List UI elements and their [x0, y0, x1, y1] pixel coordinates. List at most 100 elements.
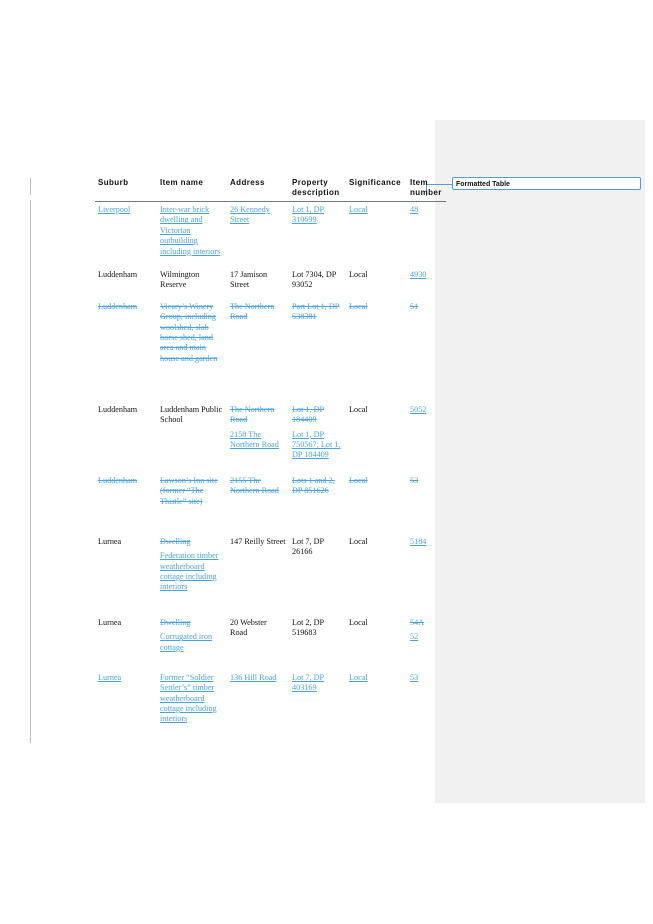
table-row: Luddenham Lawson’s Inn site (former “The … [95, 473, 446, 534]
inserted-text: Lurnea [98, 672, 122, 682]
table-row: Liverpool Inter-war brick dwelling and Vi… [95, 202, 446, 268]
header-suburb: Suburb [95, 177, 157, 202]
cell-significance: Local [346, 670, 407, 747]
deleted-text: 54A [410, 617, 425, 627]
cell-item-number: 53 [407, 473, 446, 534]
cell-item-number: 4930 [407, 267, 446, 299]
cell-address: 147 Reilly Street [227, 534, 289, 615]
cell-item-number: 51 [407, 299, 446, 402]
inserted-text: Lot 7, DP 403169 [292, 672, 325, 693]
table-header-row: Suburb Item name Address Property descri… [95, 177, 446, 202]
deleted-text: 51 [410, 301, 419, 311]
cell-property-description: Lot 7304, DP 93052 [289, 267, 346, 299]
cell-text: Luddenham Public School [160, 404, 223, 425]
inserted-text: 136 Hill Road [230, 672, 277, 682]
inserted-text: Local [349, 672, 368, 682]
header-item-name: Item name [157, 177, 227, 202]
inserted-text: Local [349, 205, 368, 214]
header-significance: Significance [346, 177, 407, 202]
table-row: Luddenham Luddenham Public School The Nort… [95, 402, 446, 473]
inserted-text: Liverpool [98, 205, 131, 214]
deleted-text: Vicary’s Winery Group, including woolshe… [160, 301, 218, 363]
cell-significance: Local [346, 299, 407, 402]
cell-text: Luddenham [98, 404, 138, 414]
header-address: Address [227, 177, 289, 202]
cell-item-name: Lawson’s Inn site (former “The Thistle” … [157, 473, 227, 534]
inserted-text: 4930 [410, 270, 427, 279]
cell-text: Lot 7, DP 26166 [292, 536, 324, 557]
cell-item-number: 53 [407, 670, 446, 747]
cell-item-name: Inter-war brick dwelling and Victorian o… [157, 202, 227, 268]
cell-address: 26 Kennedy Street [227, 202, 289, 268]
cell-text: Local [349, 270, 368, 279]
table-row: Luddenham Vicary’s Winery Group, includin… [95, 299, 446, 402]
inserted-text: 52 [410, 632, 419, 642]
inserted-text: Inter-war brick dwelling and Victorian o… [160, 205, 221, 256]
cell-property-description: Lot 1, DP 310699 [289, 202, 346, 268]
deleted-text: Dwelling [160, 536, 191, 546]
cell-suburb: Luddenham [95, 267, 157, 299]
inserted-text: Corrugated iron cottage [160, 632, 213, 652]
deleted-text: Luddenham [98, 475, 138, 485]
deleted-text: Lawson’s Inn site (former “The Thistle” … [160, 475, 218, 506]
inserted-text: 5052 [410, 404, 427, 414]
inserted-text: Federation timber weatherboard cottage i… [160, 551, 219, 592]
deleted-text: Part Lot 1, DP 538381 [292, 301, 340, 322]
cell-text: Lurnea [98, 617, 122, 627]
cell-suburb: Lurnea [95, 615, 157, 670]
cell-suburb: Luddenham [95, 402, 157, 473]
table-row: Lurnea Former “Soldier Settler’s” timber … [95, 670, 446, 747]
inserted-text: 5184 [410, 536, 427, 546]
cell-address: 2155 The Northern Road [227, 473, 289, 534]
deleted-text: Local [349, 301, 368, 311]
cell-item-name: Former “Soldier Settler’s” timber weathe… [157, 670, 227, 747]
header-property-description: Property description [289, 177, 346, 202]
inserted-text: Former “Soldier Settler’s” timber weathe… [160, 672, 217, 724]
cell-text: Lurnea [98, 536, 122, 546]
cell-suburb: Liverpool [95, 202, 157, 268]
cell-text: Lot 2, DP 519683 [292, 617, 324, 638]
cell-text: Luddenham [98, 270, 138, 279]
cell-address: The Northern Road 2158 The Northern Road [227, 402, 289, 473]
cell-property-description: Part Lot 1, DP 538381 [289, 299, 346, 402]
cell-suburb: Lurnea [95, 534, 157, 615]
cell-item-name: Dwelling Corrugated iron cottage [157, 615, 227, 670]
heritage-items-table: Suburb Item name Address Property descri… [95, 177, 446, 747]
cell-text: Lot 7304, DP 93052 [292, 270, 337, 290]
deleted-text: Dwelling [160, 617, 191, 627]
deleted-text: Lot 1, DP 184409 [292, 404, 325, 425]
cell-property-description: Lot 7, DP 403169 [289, 670, 346, 747]
cell-significance: Local [346, 202, 407, 268]
inserted-text: 48 [410, 205, 419, 214]
cell-address: The Northern Road [227, 299, 289, 402]
cell-suburb: Luddenham [95, 299, 157, 402]
cell-suburb: Luddenham [95, 473, 157, 534]
cell-item-number: 5184 [407, 534, 446, 615]
cell-suburb: Lurnea [95, 670, 157, 747]
cell-item-number: 48 [407, 202, 446, 268]
cell-text: Local [349, 536, 368, 546]
comment-balloon[interactable]: Formatted Table [452, 177, 641, 190]
deleted-text: The Northern Road [230, 301, 275, 322]
cell-address: 20 Webster Road [227, 615, 289, 670]
deleted-text: Local [349, 475, 368, 485]
cell-significance: Local [346, 615, 407, 670]
cell-text: 147 Reilly Street [230, 536, 286, 546]
table-body: Liverpool Inter-war brick dwelling and Vi… [95, 202, 446, 747]
margin-marker [30, 200, 31, 743]
deleted-text: Luddenham [98, 301, 138, 311]
deleted-text: 2155 The Northern Road [230, 475, 279, 496]
inserted-text: 2158 The Northern Road [230, 429, 279, 450]
cell-significance: Local [346, 534, 407, 615]
cell-item-name: Wilmington Reserve [157, 267, 227, 299]
cell-property-description: Lot 2, DP 519683 [289, 615, 346, 670]
cell-significance: Local [346, 473, 407, 534]
inserted-text: Lot 1, DP 750567; Lot 1, DP 184409 [292, 429, 341, 460]
comment-pane [435, 120, 645, 803]
cell-significance: Local [346, 402, 407, 473]
cell-property-description: Lot 7, DP 26166 [289, 534, 346, 615]
cell-significance: Local [346, 267, 407, 299]
deleted-text: 53 [410, 475, 419, 485]
table-row: Luddenham Wilmington Reserve 17 Jamison St… [95, 267, 446, 299]
cell-text: Local [349, 617, 368, 627]
